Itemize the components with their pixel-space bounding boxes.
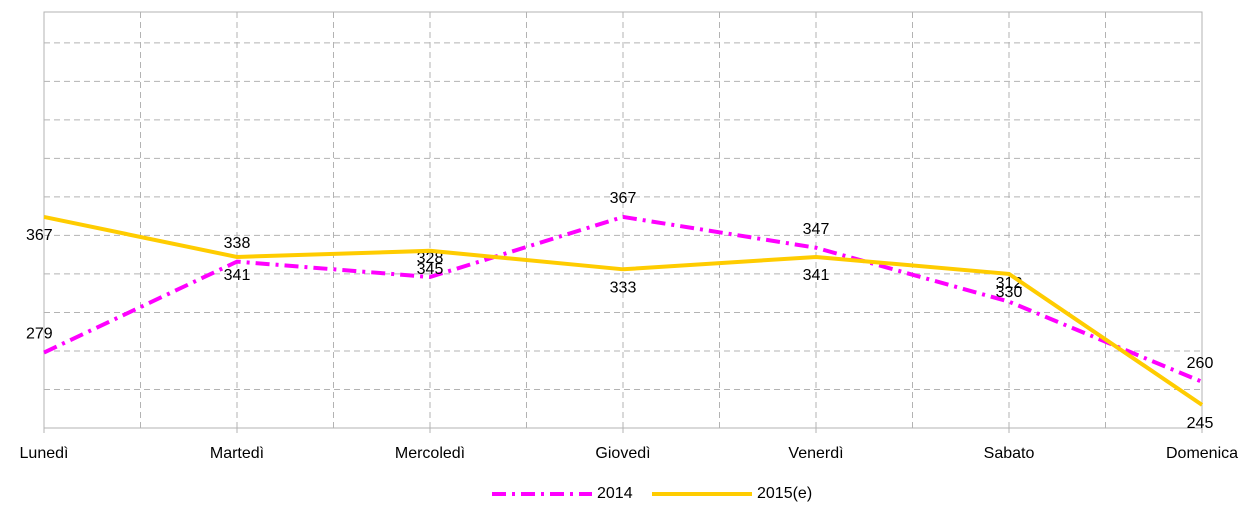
data-label: 328 [417, 250, 444, 267]
x-tick-label: Sabato [984, 445, 1035, 462]
data-label: 279 [26, 326, 53, 343]
x-tick-label: Martedì [210, 445, 264, 462]
data-label: 260 [1187, 355, 1214, 372]
x-tick-label: Giovedì [595, 445, 650, 462]
data-label: 341 [224, 267, 251, 284]
legend-label: 2015(e) [757, 485, 812, 502]
series-line [43, 214, 1203, 384]
data-label: 245 [1187, 415, 1214, 432]
data-label: 338 [224, 235, 251, 252]
legend-label: 2014 [597, 485, 633, 502]
data-label: 347 [803, 221, 830, 238]
data-label: 367 [610, 190, 637, 207]
data-label: 367 [26, 227, 53, 244]
x-tick-label: Mercoledì [395, 445, 465, 462]
series-line [43, 214, 1204, 407]
x-tick-label: Venerdì [788, 445, 843, 462]
x-tick-label: Lunedì [20, 445, 69, 462]
data-label: 333 [610, 280, 637, 297]
data-label: 345 [417, 261, 444, 278]
data-label: 341 [803, 267, 830, 284]
x-tick-label: Domenica [1166, 445, 1238, 462]
data-label: 330 [996, 284, 1023, 301]
